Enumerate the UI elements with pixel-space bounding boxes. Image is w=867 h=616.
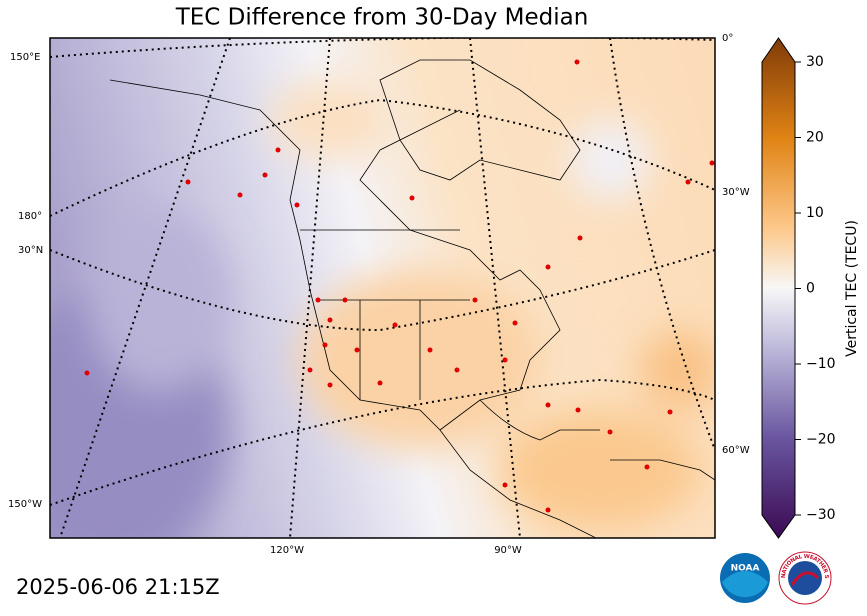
colorbar-tick-label: −20 (806, 432, 836, 448)
colorbar: −30 −20 −10 0 10 20 30 Vertical TEC (TECU) (761, 37, 860, 539)
graticule-label: 120°W (270, 545, 304, 556)
colorbar-tick-label: −30 (806, 507, 836, 523)
colorbar-tick-label: 20 (806, 130, 824, 146)
colorbar-tick-label: 10 (806, 205, 824, 221)
timestamp: 2025-06-06 21:15Z (16, 575, 220, 599)
noaa-text: NOAA (731, 564, 760, 574)
map (50, 38, 715, 538)
colorbar-tick-label: 30 (806, 54, 824, 70)
graticule-label: 0° (722, 33, 733, 44)
graticule-label: 60°W (722, 445, 750, 456)
graticule-label: 30°N (18, 245, 43, 256)
colorbar-tick-label: −10 (806, 356, 836, 372)
noaa-logo: NOAA (720, 553, 770, 603)
graticule-label: 180° (18, 211, 42, 222)
graticule-label: 150°W (8, 499, 42, 510)
map-frame (49, 37, 716, 539)
graticule-label: 90°W (494, 545, 522, 556)
colorbar-label: Vertical TEC (TECU) (844, 220, 860, 357)
graticule-label: 30°W (722, 187, 750, 198)
title: TEC Difference from 30-Day Median (175, 5, 589, 31)
graticule-labels: 0° 150°E 30°W 180° 30°N 60°W 150°W 120°W 90°W (8, 33, 750, 556)
graticule-label: 150°E (10, 52, 40, 63)
colorbar-tick-label: 0 (806, 281, 815, 297)
